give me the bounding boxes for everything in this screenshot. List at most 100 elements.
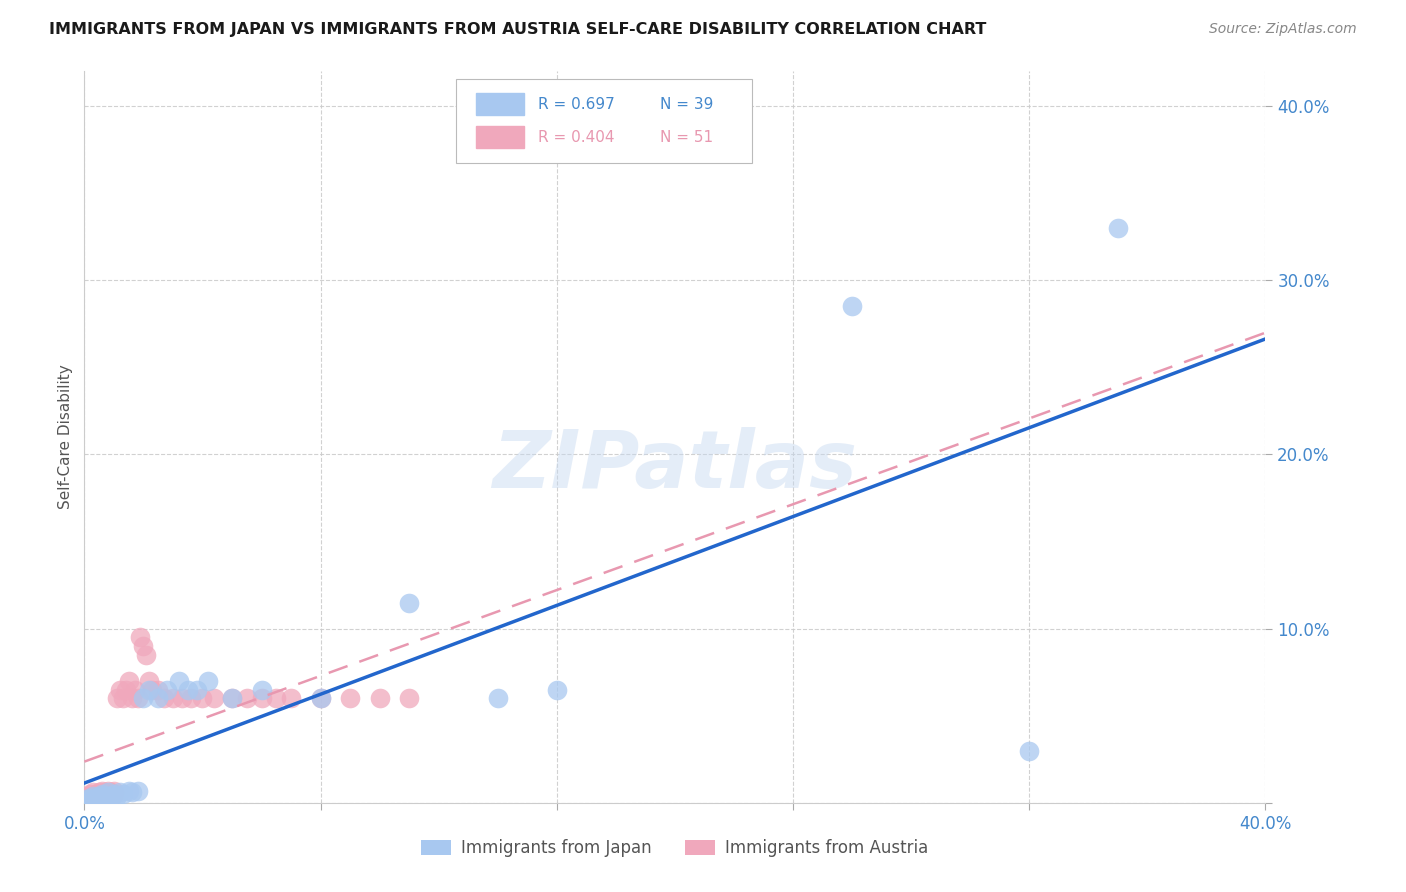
Point [1107, 221, 1129, 235]
Text: R = 0.697: R = 0.697 [538, 96, 614, 112]
Point [100, 785, 122, 799]
Point [82, 789, 104, 803]
Point [236, 691, 259, 706]
Point [398, 691, 420, 706]
Point [105, 691, 128, 706]
Text: N = 39: N = 39 [659, 96, 713, 112]
Point [94, 789, 117, 803]
Point [167, 673, 190, 688]
Point [100, 789, 122, 803]
Point [127, 783, 149, 797]
Legend: Immigrants from Japan, Immigrants from Austria: Immigrants from Japan, Immigrants from A… [415, 832, 935, 864]
Point [94, 785, 117, 799]
Point [100, 790, 122, 805]
Point [97, 783, 120, 797]
Point [1018, 743, 1040, 757]
Point [84, 792, 107, 806]
Point [76, 792, 98, 806]
Text: N = 51: N = 51 [659, 129, 713, 145]
Point [79, 790, 101, 805]
Point [103, 783, 125, 797]
Point [148, 682, 170, 697]
Point [82, 785, 104, 799]
Point [118, 673, 141, 688]
Point [841, 300, 863, 314]
Point [84, 790, 107, 805]
Point [221, 691, 243, 706]
Point [197, 673, 219, 688]
Point [97, 789, 120, 803]
Point [221, 691, 243, 706]
Point [111, 787, 134, 801]
Point [191, 691, 214, 706]
Point [121, 691, 143, 706]
Point [84, 787, 107, 801]
Point [79, 794, 101, 808]
Point [124, 682, 146, 697]
Point [82, 792, 104, 806]
Point [309, 691, 332, 706]
Point [87, 790, 111, 805]
Point [280, 691, 302, 706]
Point [76, 789, 98, 803]
Point [87, 789, 111, 803]
Point [186, 682, 208, 697]
Point [202, 691, 225, 706]
Point [309, 691, 332, 706]
Text: Source: ZipAtlas.com: Source: ZipAtlas.com [1209, 22, 1357, 37]
Point [180, 691, 202, 706]
Point [114, 682, 136, 697]
Point [94, 790, 117, 805]
Point [79, 787, 101, 801]
Text: IMMIGRANTS FROM JAPAN VS IMMIGRANTS FROM AUSTRIA SELF-CARE DISABILITY CORRELATIO: IMMIGRANTS FROM JAPAN VS IMMIGRANTS FROM… [49, 22, 987, 37]
Point [111, 691, 134, 706]
Point [162, 691, 184, 706]
Point [177, 682, 200, 697]
Point [368, 691, 391, 706]
FancyBboxPatch shape [457, 78, 752, 163]
Bar [477, 94, 523, 115]
Point [266, 691, 288, 706]
Point [132, 639, 155, 653]
Point [129, 631, 152, 645]
Point [118, 783, 141, 797]
Point [108, 785, 131, 799]
Point [79, 790, 101, 805]
Point [103, 787, 125, 801]
Text: R = 0.404: R = 0.404 [538, 129, 614, 145]
Point [138, 682, 160, 697]
Point [91, 783, 114, 797]
Point [398, 595, 420, 609]
Point [141, 682, 163, 697]
Point [87, 789, 111, 803]
Point [135, 648, 157, 662]
Point [82, 792, 104, 806]
Point [138, 673, 160, 688]
Point [546, 682, 568, 697]
Point [127, 691, 149, 706]
Point [170, 691, 193, 706]
Point [250, 691, 273, 706]
Point [148, 691, 170, 706]
Point [132, 691, 155, 706]
Point [91, 787, 114, 801]
Text: ZIPatlas: ZIPatlas [492, 427, 858, 506]
Point [339, 691, 361, 706]
Y-axis label: Self-Care Disability: Self-Care Disability [58, 365, 73, 509]
Point [108, 682, 131, 697]
Point [91, 789, 114, 803]
Bar [477, 126, 523, 148]
Point [76, 792, 98, 806]
Point [87, 785, 111, 799]
Point [103, 787, 125, 801]
Point [87, 790, 111, 805]
Point [486, 691, 509, 706]
Point [91, 787, 114, 801]
Point [105, 789, 128, 803]
Point [97, 787, 120, 801]
Point [82, 789, 104, 803]
Point [250, 682, 273, 697]
Point [156, 682, 179, 697]
Point [153, 691, 176, 706]
Point [97, 785, 120, 799]
